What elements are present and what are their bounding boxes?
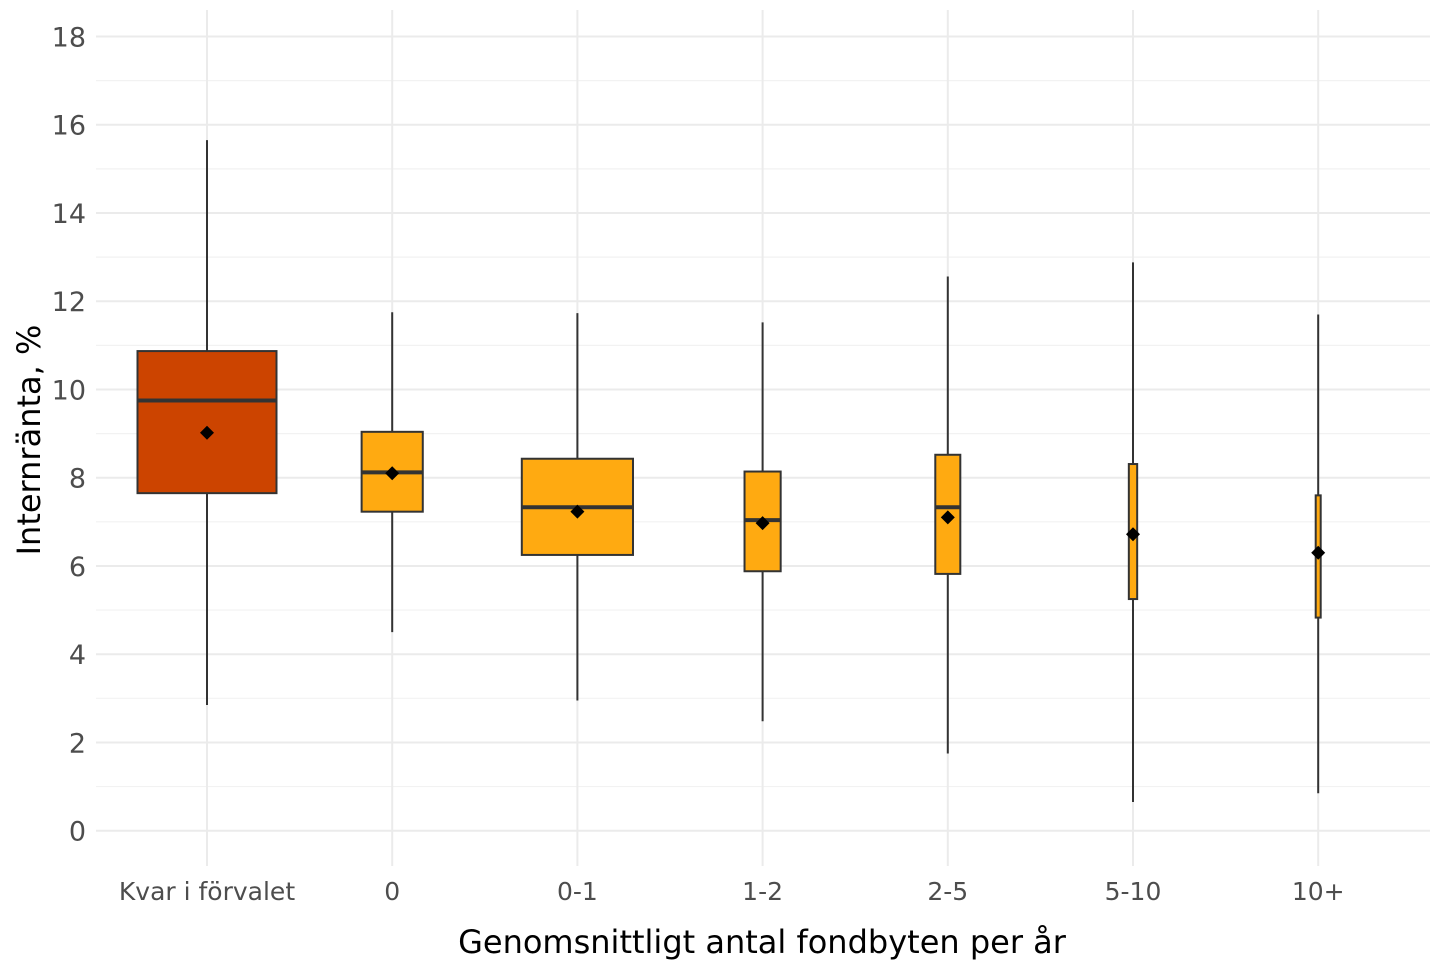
y-tick-label: 14	[52, 199, 86, 230]
y-axis-title: Internränta, %	[10, 325, 48, 556]
x-tick-label: 5-10	[1105, 877, 1162, 906]
y-tick-label: 2	[69, 728, 86, 759]
x-tick-label: 0	[384, 877, 400, 906]
y-tick-label: 6	[69, 552, 86, 583]
mean-marker	[200, 425, 214, 440]
x-axis-ticks: Kvar i förvalet 0 0-1 1-2 2-5 5-10 10+	[119, 877, 1345, 906]
box-plots	[136, 140, 1326, 803]
box-group	[136, 140, 278, 705]
mean-marker	[1311, 545, 1326, 560]
mean-marker	[755, 516, 770, 531]
box-group	[1126, 262, 1140, 803]
y-axis-ticks: 0 2 4 6 8 10 12 14 16 18	[52, 22, 86, 847]
y-tick-label: 12	[52, 287, 86, 318]
box-group	[360, 312, 424, 633]
x-tick-label: 10+	[1292, 877, 1345, 906]
x-tick-label: 0-1	[557, 877, 598, 906]
x-tick-label: 2-5	[927, 877, 968, 906]
y-tick-label: 18	[52, 22, 86, 53]
box-group	[1311, 314, 1326, 794]
box-group	[743, 322, 782, 722]
y-tick-label: 0	[69, 817, 86, 848]
x-tick-label: 1-2	[742, 877, 783, 906]
mean-marker	[1126, 527, 1140, 542]
x-axis-title: Genomsnittligt antal fondbyten per år	[458, 923, 1067, 960]
mean-marker	[385, 466, 400, 481]
mean-marker	[940, 510, 955, 525]
box-group	[934, 276, 962, 754]
y-tick-label: 10	[52, 375, 86, 406]
y-tick-label: 4	[69, 640, 86, 671]
box-iqr	[136, 350, 278, 495]
box-group	[520, 313, 634, 701]
y-tick-label: 16	[52, 111, 86, 142]
y-tick-label: 8	[69, 464, 86, 495]
mean-marker	[570, 504, 585, 519]
x-tick-label: Kvar i förvalet	[119, 877, 295, 906]
